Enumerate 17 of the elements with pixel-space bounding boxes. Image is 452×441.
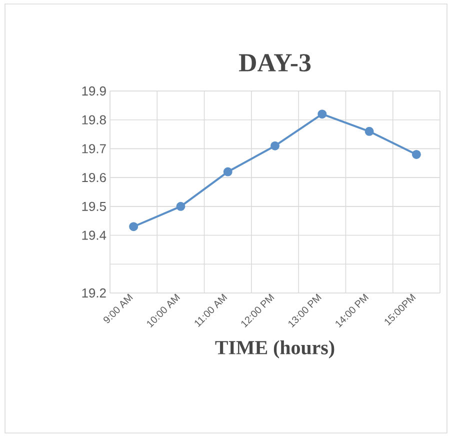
y-tick-label: 19.2 [82, 288, 106, 298]
point [223, 167, 232, 176]
point [364, 126, 374, 136]
y-tick-label: 19.7 [82, 144, 106, 154]
point [129, 222, 138, 232]
point [318, 110, 327, 119]
y-tick-label: 19.8 [82, 115, 106, 124]
chart-title: DAY-3 [238, 54, 311, 72]
point [176, 202, 186, 211]
y-tick-label: 19.9 [82, 86, 106, 96]
y-tick-label: 19.4 [82, 230, 106, 240]
point [270, 141, 280, 150]
x-axis-title: TIME (hours) [215, 340, 334, 358]
point [412, 150, 421, 159]
x-tick-label: 9:00 AM [104, 294, 133, 324]
y-tick-label: 19.5 [82, 202, 106, 211]
y-tick-label: 19.6 [82, 172, 106, 182]
